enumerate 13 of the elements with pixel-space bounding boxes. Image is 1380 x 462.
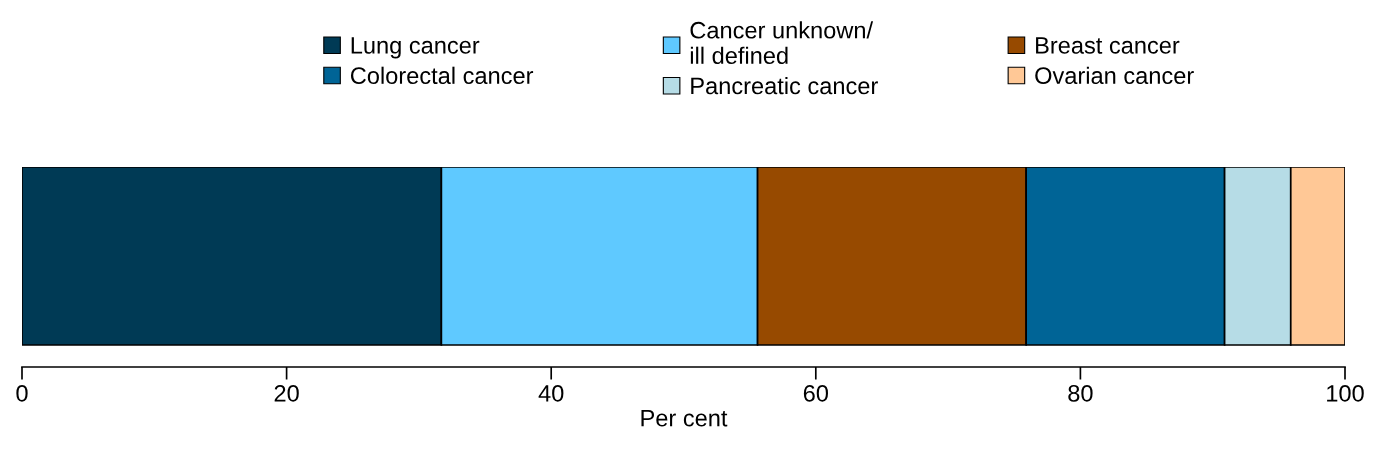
- legend-label: Lung cancer: [351, 37, 480, 59]
- x-tick-label: 100: [1327, 384, 1364, 402]
- x-axis-title: Per cent: [641, 410, 728, 427]
- legend-label: Breast cancer: [1036, 37, 1180, 54]
- legend-label: Colorectal cancer: [350, 66, 534, 85]
- x-tick-label: 80: [1068, 384, 1093, 402]
- legend-label: Pancreatic cancer: [691, 76, 878, 95]
- x-tick-label: 20: [274, 384, 299, 402]
- legend-label: Cancer unknown/ ill defined: [690, 21, 874, 65]
- x-tick-label: 60: [803, 384, 829, 402]
- x-tick-label: 40: [538, 384, 564, 402]
- x-tick-label: 0: [16, 384, 28, 402]
- legend-label: Ovarian cancer: [1035, 66, 1194, 85]
